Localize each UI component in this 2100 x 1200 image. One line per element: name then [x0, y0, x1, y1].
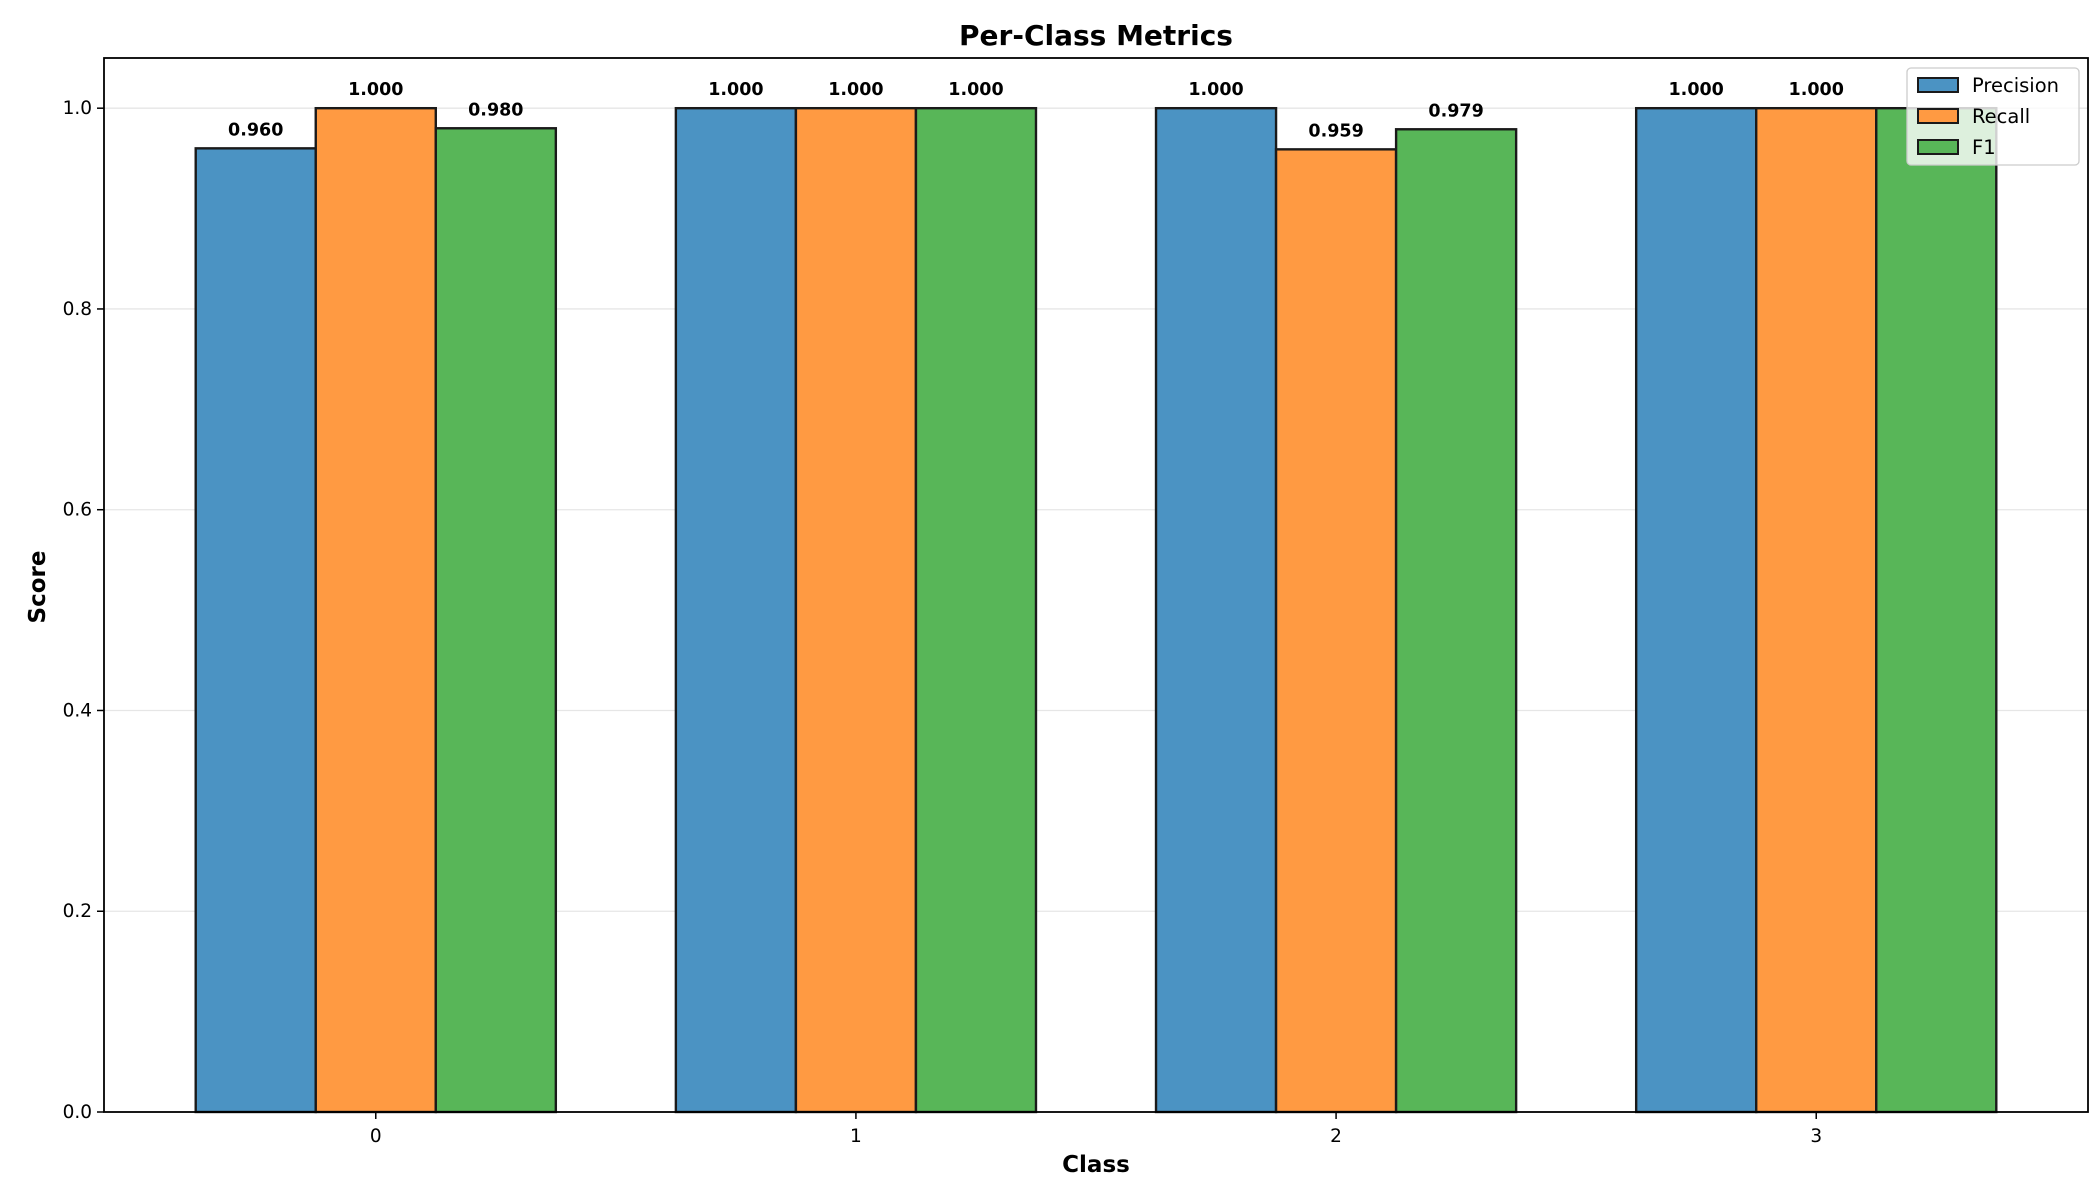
- x-axis-label: Class: [1062, 1152, 1130, 1178]
- data-label-precision-class-0: 0.960: [228, 120, 283, 140]
- data-label-f1-class-2: 0.979: [1428, 101, 1483, 121]
- legend-swatch-f1: [1917, 139, 1959, 155]
- bar-precision-class-2: [1154, 106, 1278, 1114]
- bar-recall-class-2: [1274, 148, 1398, 1114]
- y-tick-label: 0.2: [63, 901, 92, 922]
- bar-precision-class-1: [674, 106, 798, 1114]
- bar-recall-class-1: [794, 106, 918, 1114]
- data-labels: 0.960 1.000 1.000 1.000 1.000 1.000 0.959 1.000…: [228, 80, 1844, 141]
- y-tick-label: 0.4: [63, 700, 92, 721]
- x-tick-label: 2: [1330, 1126, 1342, 1147]
- x-tick-label: 1: [850, 1126, 862, 1147]
- bar-recall-class-3: [1755, 106, 1878, 1114]
- data-label-recall-class-3: 1.000: [1789, 80, 1844, 100]
- legend-label-precision: Precision: [1972, 74, 2059, 97]
- data-label-precision-class-1: 1.000: [708, 80, 763, 100]
- data-label-precision-class-2: 1.000: [1188, 80, 1243, 100]
- chart-title: Per-Class Metrics: [959, 19, 1233, 52]
- x-axis-ticks: 0 1 2 3: [370, 1112, 1822, 1147]
- bars: [194, 106, 1998, 1114]
- bar-precision-class-3: [1634, 106, 1758, 1114]
- y-axis-label: Score: [25, 551, 51, 624]
- y-tick-label: 1.0: [63, 98, 92, 119]
- legend-label-f1: F1: [1972, 136, 1996, 159]
- legend-label-recall: Recall: [1972, 105, 2030, 128]
- x-tick-label: 0: [370, 1126, 382, 1147]
- bar-f1-class-3: [1875, 106, 1998, 1114]
- y-tick-label: 0.6: [63, 500, 92, 521]
- bar-precision-class-0: [194, 147, 317, 1114]
- bar-recall-class-0: [314, 106, 437, 1114]
- legend: Precision Recall F1: [1906, 67, 2080, 166]
- plot-frame: [103, 57, 2089, 1113]
- data-label-precision-class-3: 1.000: [1669, 80, 1724, 100]
- data-label-recall-class-0: 1.000: [348, 80, 403, 100]
- bar-f1-class-0: [434, 127, 558, 1114]
- x-tick-label: 3: [1810, 1126, 1822, 1147]
- data-label-f1-class-0: 0.980: [468, 100, 523, 120]
- legend-swatch-precision: [1917, 77, 1959, 93]
- legend-swatch-recall: [1917, 108, 1959, 124]
- bar-f1-class-1: [914, 106, 1038, 1114]
- y-tick-label: 0.8: [63, 299, 92, 320]
- data-label-recall-class-1: 1.000: [828, 80, 883, 100]
- bar-f1-class-2: [1394, 128, 1518, 1114]
- data-label-recall-class-2: 0.959: [1308, 121, 1363, 141]
- y-tick-label: 0.0: [63, 1102, 92, 1123]
- y-axis-ticks: 0.0 0.2 0.4 0.6 0.8 1.0: [63, 98, 104, 1123]
- data-label-f1-class-1: 1.000: [948, 80, 1003, 100]
